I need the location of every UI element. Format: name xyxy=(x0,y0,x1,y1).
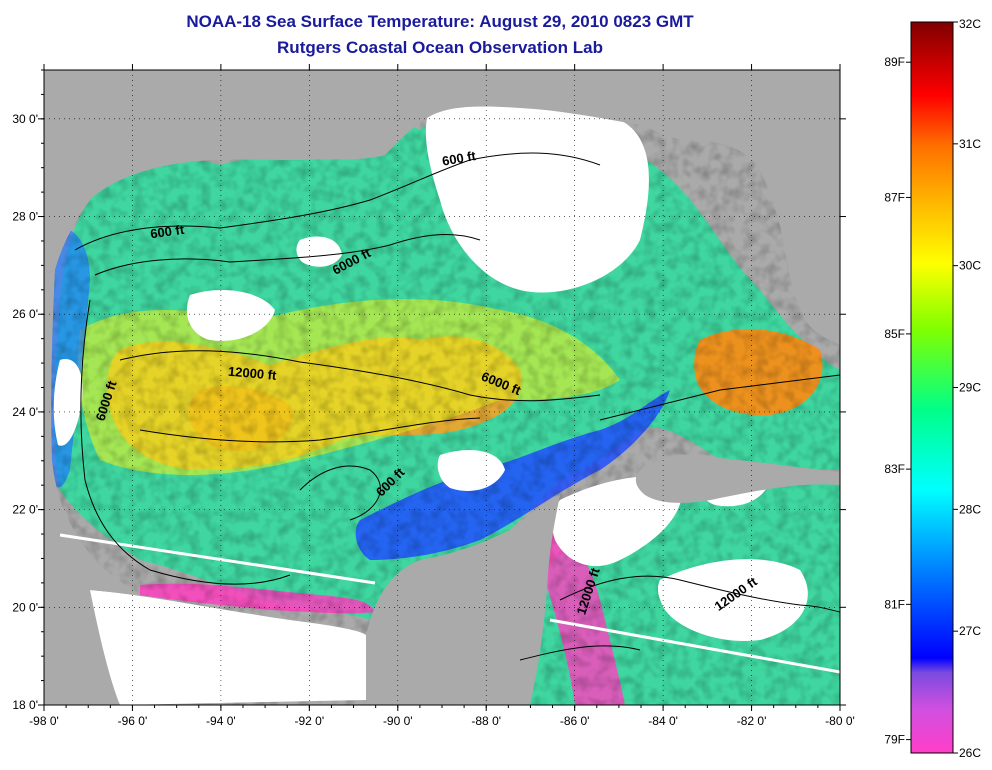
y-tick-label: 30 0' xyxy=(12,112,38,126)
colorbar-label-f: 81F xyxy=(884,597,905,611)
colorbar-label-f: 89F xyxy=(884,55,905,69)
swath-edge-1 xyxy=(59,533,376,585)
contour-label: 600 ft xyxy=(149,222,185,242)
x-tick-label: -90 0' xyxy=(383,714,413,728)
colorbar-label-f: 79F xyxy=(884,733,905,747)
y-tick-label: 18 0' xyxy=(12,698,38,712)
colorbar-label-c: 31C xyxy=(959,137,981,151)
x-tick-label: -84 0' xyxy=(648,714,678,728)
contour-label: 12000 ft xyxy=(227,364,277,383)
colorbar-label-f: 87F xyxy=(884,190,905,204)
colorbar: 26C 27C 28C 29C 30C 31C 32C 79F 81F 83F 85F 87F 89F xyxy=(884,17,981,760)
y-tick-label: 26 0' xyxy=(12,307,38,321)
x-tick-label: -96 0' xyxy=(118,714,148,728)
colorbar-label-c: 27C xyxy=(959,624,981,638)
contour-label: 600 ft xyxy=(441,148,478,169)
bathymetry-contours xyxy=(74,152,840,661)
y-tick-label: 24 0' xyxy=(12,405,38,419)
x-tick-label: -86 0' xyxy=(560,714,590,728)
y-tick-label: 28 0' xyxy=(12,210,38,224)
x-tick-label: -94 0' xyxy=(206,714,236,728)
colorbar-label-c: 30C xyxy=(959,259,981,273)
land-masses xyxy=(44,70,840,705)
y-tick-label: 20 0' xyxy=(12,600,38,614)
x-tick-label: -80 0' xyxy=(825,714,855,728)
colorbar-gradient xyxy=(910,21,954,754)
x-tick-label: -92 0' xyxy=(295,714,325,728)
cloud-patches xyxy=(53,103,808,705)
colorbar-label-c: 32C xyxy=(959,17,981,31)
colorbar-label-f: 85F xyxy=(884,327,905,341)
map-title: NOAA-18 Sea Surface Temperature: August … xyxy=(186,12,694,31)
colorbar-label-c: 28C xyxy=(959,502,981,516)
x-tick-label: -88 0' xyxy=(471,714,501,728)
axis-ticks: -98 0' -96 0' -94 0' -92 0' -90 0' -88 0' -86 … xyxy=(12,64,855,728)
x-tick-label: -98 0' xyxy=(29,714,59,728)
map-subtitle: Rutgers Coastal Ocean Observation Lab xyxy=(277,38,603,57)
map-grid xyxy=(44,70,840,705)
swath-edge-2 xyxy=(549,618,840,674)
colorbar-label-c: 29C xyxy=(959,381,981,395)
colorbar-label-f: 83F xyxy=(884,462,905,476)
y-tick-label: 22 0' xyxy=(12,503,38,517)
x-tick-label: -82 0' xyxy=(737,714,767,728)
colorbar-label-c: 26C xyxy=(959,746,981,760)
